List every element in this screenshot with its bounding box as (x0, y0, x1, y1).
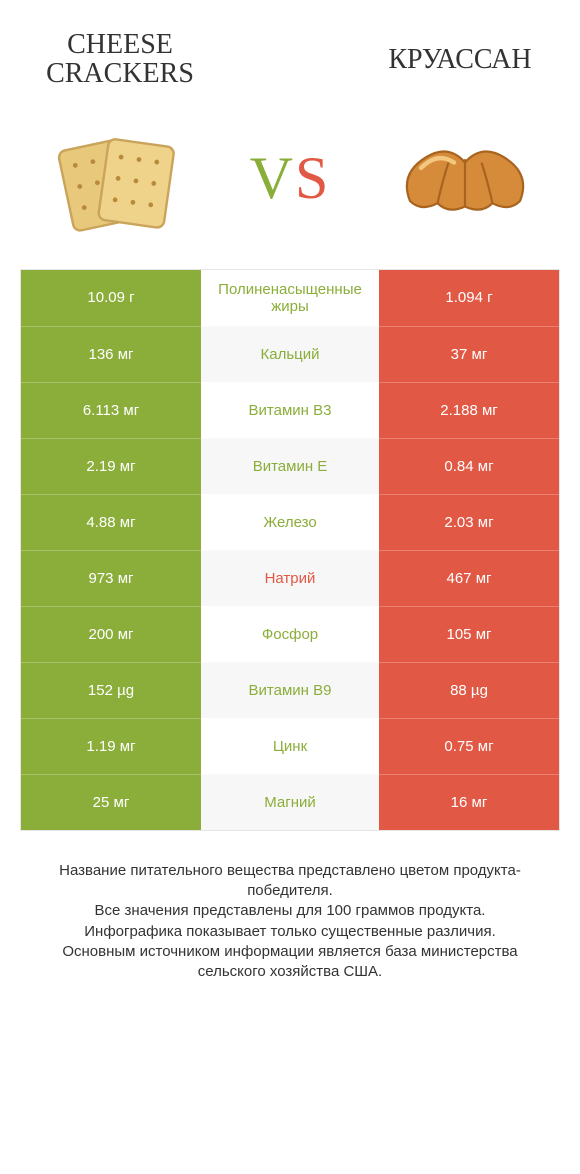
cell-nutrient-label: Витамин B3 (201, 382, 379, 438)
vs-s-letter: S (295, 145, 330, 211)
footer-line: Инфографика показывает только существенн… (30, 922, 550, 942)
cell-right-value: 105 мг (379, 606, 559, 662)
table-row: 136 мгКальций37 мг (21, 326, 559, 382)
table-row: 2.19 мгВитамин E0.84 мг (21, 438, 559, 494)
cell-nutrient-label: Магний (201, 774, 379, 830)
cell-right-value: 37 мг (379, 326, 559, 382)
cell-left-value: 10.09 г (21, 270, 201, 326)
cell-right-value: 2.03 мг (379, 494, 559, 550)
table-row: 25 мгМагний16 мг (21, 774, 559, 830)
cell-nutrient-label: Натрий (201, 550, 379, 606)
table-row: 1.19 мгЦинк0.75 мг (21, 718, 559, 774)
cell-right-value: 467 мг (379, 550, 559, 606)
title-left: CHEESECRACKERS (20, 30, 220, 89)
cell-left-value: 136 мг (21, 326, 201, 382)
cell-left-value: 4.88 мг (21, 494, 201, 550)
footer-line: Название питательного вещества представл… (30, 861, 550, 902)
footer-note: Название питательного вещества представл… (30, 861, 550, 983)
cell-right-value: 1.094 г (379, 270, 559, 326)
cell-right-value: 0.75 мг (379, 718, 559, 774)
footer-line: Основным источником информации является … (30, 942, 550, 983)
header: CHEESECRACKERS КРУАССАН (0, 0, 580, 99)
table-row: 4.88 мгЖелезо2.03 мг (21, 494, 559, 550)
cell-nutrient-label: Витамин B9 (201, 662, 379, 718)
cell-left-value: 1.19 мг (21, 718, 201, 774)
cell-nutrient-label: Кальций (201, 326, 379, 382)
cell-nutrient-label: Фосфор (201, 606, 379, 662)
vs-v-letter: V (250, 145, 295, 211)
cell-nutrient-label: Железо (201, 494, 379, 550)
cell-left-value: 6.113 мг (21, 382, 201, 438)
cell-left-value: 25 мг (21, 774, 201, 830)
cell-nutrient-label: Цинк (201, 718, 379, 774)
title-right: КРУАССАН (360, 45, 560, 74)
table-row: 6.113 мгВитамин B32.188 мг (21, 382, 559, 438)
cell-left-value: 973 мг (21, 550, 201, 606)
table-row: 200 мгФосфор105 мг (21, 606, 559, 662)
cell-left-value: 152 µg (21, 662, 201, 718)
vs-label: VS (250, 144, 331, 213)
table-row: 973 мгНатрий467 мг (21, 550, 559, 606)
croissant-icon (380, 109, 550, 249)
table-row: 10.09 гПолиненасыщенные жиры1.094 г (21, 270, 559, 326)
crackers-icon (30, 109, 200, 249)
cell-right-value: 0.84 мг (379, 438, 559, 494)
cell-left-value: 200 мг (21, 606, 201, 662)
comparison-table: 10.09 гПолиненасыщенные жиры1.094 г136 м… (20, 269, 560, 831)
cell-left-value: 2.19 мг (21, 438, 201, 494)
table-row: 152 µgВитамин B988 µg (21, 662, 559, 718)
cell-right-value: 16 мг (379, 774, 559, 830)
footer-line: Все значения представлены для 100 граммо… (30, 901, 550, 921)
cell-right-value: 2.188 мг (379, 382, 559, 438)
images-row: VS (0, 99, 580, 269)
cell-nutrient-label: Витамин E (201, 438, 379, 494)
cell-right-value: 88 µg (379, 662, 559, 718)
cell-nutrient-label: Полиненасыщенные жиры (201, 270, 379, 326)
